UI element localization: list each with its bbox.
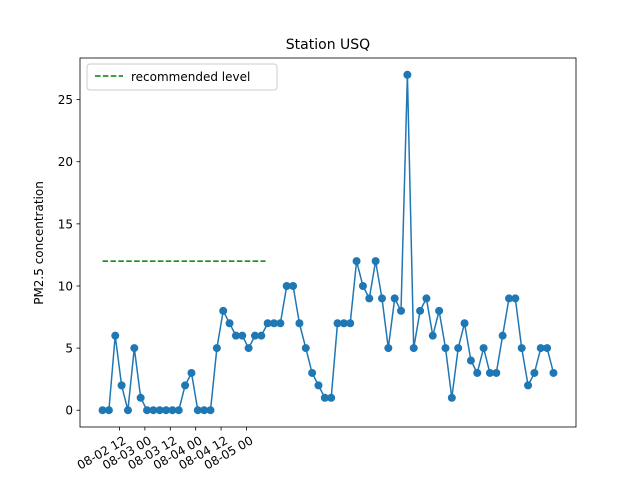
data-point: [117, 381, 126, 390]
data-point: [193, 406, 202, 415]
data-point: [517, 344, 526, 353]
data-point: [390, 294, 399, 303]
data-point: [174, 406, 183, 415]
y-tick-label: 10: [58, 279, 73, 293]
data-point: [371, 257, 380, 266]
data-point: [511, 294, 520, 303]
data-point: [492, 368, 501, 377]
data-point: [504, 294, 513, 303]
data-point: [320, 393, 329, 402]
data-point: [162, 406, 171, 415]
data-point: [485, 368, 494, 377]
data-point: [473, 368, 482, 377]
data-point: [346, 319, 355, 328]
data-point: [212, 344, 221, 353]
data-point: [98, 406, 107, 415]
data-point: [498, 331, 507, 340]
data-point: [155, 406, 164, 415]
legend-box: [86, 63, 278, 91]
legend-label-recommended-level: recommended level: [131, 70, 250, 84]
data-point: [543, 344, 552, 353]
y-tick-label: 25: [58, 93, 73, 107]
data-point: [219, 306, 228, 315]
data-point: [257, 331, 266, 340]
data-point: [384, 344, 393, 353]
data-point: [339, 319, 348, 328]
data-point: [136, 393, 145, 402]
data-point: [250, 331, 259, 340]
axes-frame: [79, 57, 577, 428]
data-point: [428, 331, 437, 340]
y-axis-title: PM2.5 concentration: [32, 181, 46, 305]
data-point: [530, 368, 539, 377]
data-point: [435, 306, 444, 315]
data-point: [289, 281, 298, 290]
data-point: [460, 319, 469, 328]
data-point: [130, 344, 139, 353]
data-point: [403, 70, 412, 79]
data-point: [358, 281, 367, 290]
data-point: [238, 331, 247, 340]
data-point: [333, 319, 342, 328]
data-point: [409, 344, 418, 353]
y-tick-label: 20: [58, 155, 73, 169]
data-point: [244, 344, 253, 353]
data-point: [466, 356, 475, 365]
data-point: [282, 281, 291, 290]
data-point: [536, 344, 545, 353]
data-point: [263, 319, 272, 328]
data-point: [301, 344, 310, 353]
data-point: [479, 344, 488, 353]
data-point: [416, 306, 425, 315]
y-tick-label: 15: [58, 217, 73, 231]
data-point: [295, 319, 304, 328]
data-point: [308, 368, 317, 377]
data-point: [123, 406, 132, 415]
y-tick-label: 5: [65, 342, 73, 356]
data-point: [377, 294, 386, 303]
data-point: [314, 381, 323, 390]
data-point: [549, 368, 558, 377]
data-point: [187, 368, 196, 377]
data-point: [270, 319, 279, 328]
y-tick-label: 0: [65, 404, 73, 418]
data-point: [225, 319, 234, 328]
data-point: [447, 393, 456, 402]
data-point: [104, 406, 113, 415]
chart-title: Station USQ: [286, 37, 370, 53]
data-point: [352, 257, 361, 266]
data-point: [168, 406, 177, 415]
data-point: [441, 344, 450, 353]
data-point: [143, 406, 152, 415]
legend: recommended level: [86, 63, 278, 91]
data-point: [111, 331, 120, 340]
data-point: [181, 381, 190, 390]
data-point: [365, 294, 374, 303]
data-point: [149, 406, 158, 415]
data-point: [397, 306, 406, 315]
data-point: [327, 393, 336, 402]
data-point: [276, 319, 285, 328]
data-point: [454, 344, 463, 353]
data-point: [206, 406, 215, 415]
data-point: [231, 331, 240, 340]
data-point: [524, 381, 533, 390]
data-point: [422, 294, 431, 303]
data-point: [200, 406, 209, 415]
